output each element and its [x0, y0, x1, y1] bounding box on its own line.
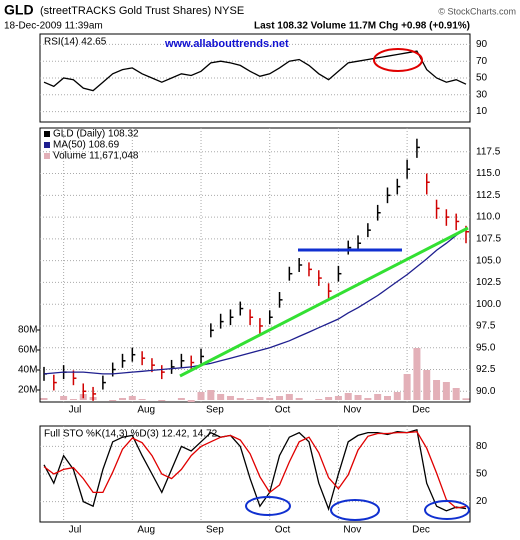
- volume-bar: [354, 395, 362, 400]
- volume-bar: [40, 398, 48, 400]
- x-tick-label: Sep: [206, 405, 224, 416]
- panel-title: RSI(14) 42.65: [44, 37, 107, 48]
- y-tick-label: 97.5: [476, 321, 496, 332]
- volume-bar: [344, 393, 352, 400]
- y-tick-label: 50: [476, 469, 488, 480]
- volume-bar: [69, 399, 77, 400]
- panel-title: Full STO %K(14,3) %D(3) 12.42, 14.72: [44, 429, 218, 440]
- volume-bar: [226, 396, 234, 400]
- legend-entry: Volume 11,671,048: [53, 151, 139, 162]
- volume-bar: [374, 394, 382, 400]
- trend-line: [179, 226, 469, 378]
- y-tick-label: 112.5: [476, 190, 501, 201]
- volume-bar: [236, 398, 244, 400]
- y-tick-label: 90.0: [476, 386, 496, 397]
- x-tick-label: Nov: [343, 405, 361, 416]
- volume-bar: [207, 390, 215, 400]
- y-tick-label: 102.5: [476, 277, 501, 288]
- volume-bar: [285, 394, 293, 400]
- oversold-ellipse: [330, 499, 380, 521]
- volume-bar: [276, 396, 284, 400]
- volume-bar: [138, 399, 146, 400]
- volume-bar: [158, 400, 166, 401]
- x-tick-label: Aug: [137, 525, 155, 536]
- x-tick-label: Aug: [137, 405, 155, 416]
- volume-bar: [187, 400, 195, 402]
- y-tick-label: 115.0: [476, 168, 501, 179]
- volume-bar: [266, 398, 274, 400]
- y-tick-label: 110.0: [476, 212, 501, 223]
- volume-bar: [423, 370, 431, 400]
- volume-bar: [128, 396, 136, 400]
- legend-swatch: [44, 153, 50, 159]
- volume-bar: [452, 388, 460, 400]
- y-tick-label: 10: [476, 106, 488, 117]
- x-tick-label: Jul: [69, 525, 82, 536]
- volume-bar: [325, 397, 333, 400]
- volume-bar: [256, 397, 264, 400]
- y-tick-label: 92.5: [476, 364, 496, 375]
- volume-bar: [246, 399, 254, 400]
- date: 18-Dec-2009 11:39am: [4, 21, 103, 32]
- source: © StockCharts.com: [438, 6, 516, 16]
- y-tick-label: 95.0: [476, 342, 496, 353]
- legend-entry: GLD (Daily) 108.32: [53, 129, 139, 140]
- volume-bar: [177, 398, 185, 400]
- symbol: GLD: [4, 2, 34, 18]
- y-tick-label: 70: [476, 56, 488, 67]
- volume-bar: [442, 382, 450, 400]
- y-tick-label: 100.0: [476, 299, 501, 310]
- oversold-ellipse: [245, 496, 291, 516]
- annotation: www.allabouttrends.net: [164, 38, 289, 50]
- volume-bar: [334, 396, 342, 400]
- y-tick-label: 107.5: [476, 234, 501, 245]
- volume-bar: [197, 392, 205, 400]
- y2-tick-label: 80M: [18, 325, 37, 336]
- y-tick-label: 90: [476, 39, 488, 50]
- security-name: (streetTRACKS Gold Trust Shares) NYSE: [40, 5, 244, 17]
- oversold-ellipse: [424, 500, 470, 520]
- series-line: [43, 50, 467, 92]
- y-tick-label: 80: [476, 441, 488, 452]
- volume-bar: [217, 394, 225, 400]
- volume-bar: [60, 396, 68, 400]
- volume-bar: [315, 399, 323, 400]
- x-tick-label: Nov: [343, 525, 361, 536]
- volume-bar: [119, 398, 127, 400]
- y-tick-label: 105.0: [476, 255, 501, 266]
- y2-tick-label: 20M: [18, 385, 37, 396]
- panel: [39, 425, 471, 523]
- volume-bar: [393, 392, 401, 400]
- legend-entry: MA(50) 108.69: [53, 140, 120, 151]
- series-line: [43, 431, 467, 509]
- y-tick-label: 20: [476, 496, 488, 507]
- y-tick-label: 50: [476, 73, 488, 84]
- volume-bar: [109, 400, 117, 401]
- series-line: [43, 227, 467, 375]
- quote: Last 108.32 Volume 11.7M Chg +0.98 (+0.9…: [254, 21, 470, 32]
- volume-bar: [403, 374, 411, 400]
- panel: [39, 127, 471, 403]
- x-tick-label: Sep: [206, 525, 224, 536]
- x-tick-label: Oct: [275, 405, 291, 416]
- y2-tick-label: 40M: [18, 365, 37, 376]
- volume-bar: [462, 398, 470, 400]
- volume-bar: [295, 398, 303, 400]
- y-tick-label: 30: [476, 89, 488, 100]
- y-tick-label: 117.5: [476, 146, 501, 157]
- volume-bar: [433, 380, 441, 400]
- volume-bar: [364, 398, 372, 400]
- legend-swatch: [44, 131, 50, 137]
- volume-bar: [383, 396, 391, 400]
- x-tick-label: Jul: [69, 405, 82, 416]
- highlight-ellipse: [373, 48, 423, 72]
- legend-swatch: [44, 142, 50, 148]
- volume-bar: [413, 348, 421, 400]
- x-tick-label: Oct: [275, 525, 291, 536]
- x-tick-label: Dec: [412, 525, 430, 536]
- y2-tick-label: 60M: [18, 345, 37, 356]
- x-tick-label: Dec: [412, 405, 430, 416]
